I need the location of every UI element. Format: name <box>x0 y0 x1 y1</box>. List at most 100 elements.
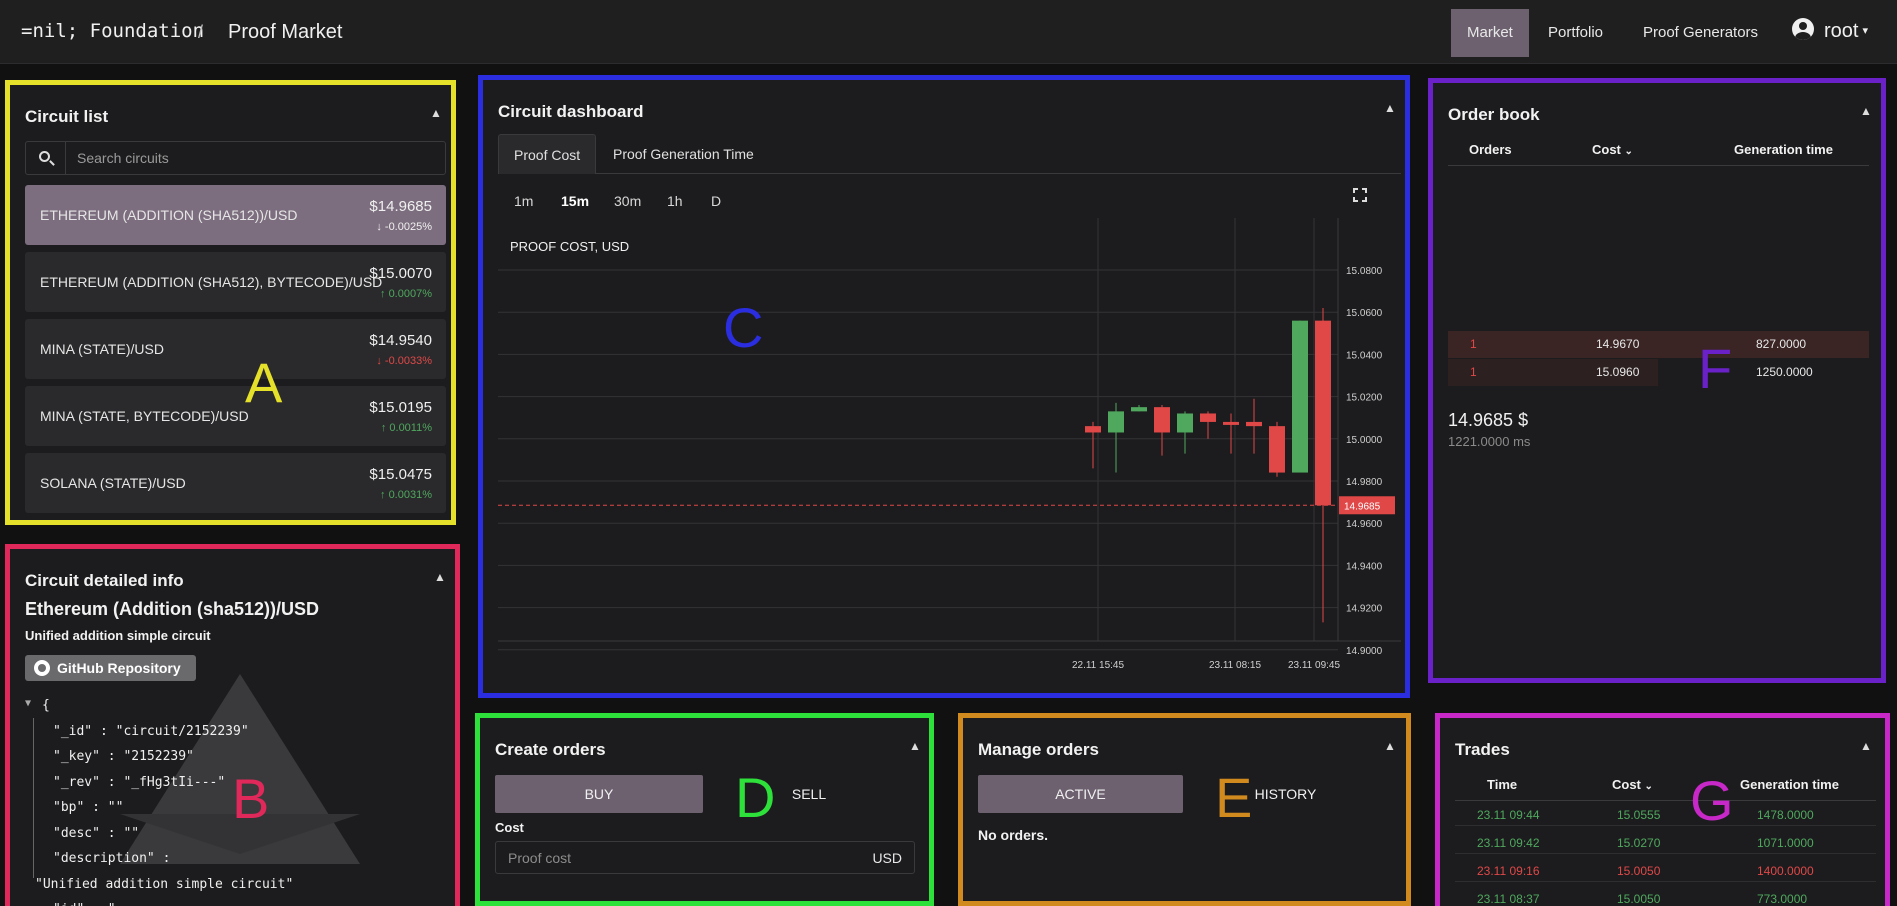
circuit-list-item[interactable]: SOLANA (STATE)/USD $15.0475 ↑ 0.0031% <box>25 453 446 513</box>
cost-field: USD <box>495 841 915 874</box>
json-line: "_id" : "circuit/2152239" <box>53 723 249 739</box>
circuit-list-item[interactable]: MINA (STATE)/USD $14.9540 ↓ -0.0033% <box>25 319 446 379</box>
column-cost[interactable]: Cost ⌄ <box>1592 142 1633 157</box>
ethereum-logo-watermark-bottom <box>120 814 360 854</box>
circuit-price: $14.9540 <box>369 332 432 349</box>
order-book-panel: Order book ▲ Orders Cost ⌄ Generation ti… <box>1428 78 1886 683</box>
account-circle-icon <box>1792 18 1814 40</box>
chevron-up-icon[interactable]: ▲ <box>909 739 921 753</box>
circuit-name: ETHEREUM (ADDITION (SHA512))/USD <box>40 207 298 223</box>
order-cost: 14.9670 <box>1596 337 1640 351</box>
proof-cost-chart[interactable]: 15.0800 15.0600 15.0400 15.0200 15.0000 14.98… <box>498 218 1401 673</box>
chevron-up-icon[interactable]: ▲ <box>1860 739 1872 753</box>
y-tick-label: 15.0600 <box>1346 308 1383 319</box>
history-orders-button[interactable]: HISTORY <box>1254 786 1317 802</box>
fullscreen-icon[interactable] <box>1353 188 1367 202</box>
page-title: Proof Market <box>228 21 343 43</box>
trades-panel: Trades ▲ Time Cost ⌄ Generation time 23.… <box>1435 713 1890 906</box>
github-repository-button[interactable]: GitHub Repository <box>25 655 196 681</box>
order-book-row[interactable]: 1 15.0960 1250.0000 <box>1448 359 1813 386</box>
proof-cost-input[interactable] <box>496 842 866 873</box>
create-orders-panel: Create orders ▲ BUY SELL Cost USD D <box>475 713 934 906</box>
candle-body <box>1085 426 1101 433</box>
column-cost[interactable]: Cost ⌄ <box>1612 777 1653 792</box>
buy-button[interactable]: BUY <box>495 775 703 813</box>
circuit-list-panel: Circuit list ▲ ETHEREUM (ADDITION (SHA51… <box>5 80 456 525</box>
annotation-label: B <box>232 767 270 830</box>
sort-chevron-icon: ⌄ <box>1644 781 1653 792</box>
interval-15m[interactable]: 15m <box>561 193 590 209</box>
github-icon <box>34 660 50 676</box>
empty-orders-message: No orders. <box>978 827 1049 843</box>
y-tick-label: 14.9000 <box>1346 646 1383 657</box>
circuit-change: ↑ 0.0031% <box>380 489 432 501</box>
chart-title: PROOF COST, USD <box>510 239 629 254</box>
annotation-label: C <box>723 296 764 359</box>
candle-body <box>1200 413 1216 422</box>
trade-cost: 15.0050 <box>1617 892 1661 906</box>
chevron-up-icon[interactable]: ▲ <box>1384 101 1396 115</box>
json-line: "_rev" : "_fHg3tIi---" <box>53 774 226 790</box>
chevron-up-icon[interactable]: ▲ <box>434 570 446 584</box>
nav-proof-generators[interactable]: Proof Generators <box>1643 24 1759 41</box>
circuit-list-item[interactable]: ETHEREUM (ADDITION (SHA512))/USD $14.9685… <box>25 185 446 245</box>
chevron-up-icon[interactable]: ▲ <box>430 106 442 120</box>
search-button[interactable] <box>26 142 66 174</box>
annotation-label: D <box>735 766 776 829</box>
order-count: 1 <box>1470 337 1477 351</box>
circuit-price: $15.0475 <box>369 466 432 483</box>
column-generation-time: Generation time <box>1734 142 1833 157</box>
circuit-list-item[interactable]: MINA (STATE, BYTECODE)/USD $15.0195 ↑ 0.00… <box>25 386 446 446</box>
sell-button[interactable]: SELL <box>791 786 827 802</box>
search-input[interactable] <box>67 142 443 174</box>
panel-title: Circuit list <box>25 107 109 126</box>
panel-title: Manage orders <box>978 740 1099 759</box>
trade-cost: 15.0555 <box>1617 808 1661 822</box>
github-button-label: GitHub Repository <box>57 660 181 676</box>
brand-logo[interactable]: =nil; Foundation <box>21 20 205 42</box>
candle-body <box>1108 411 1124 433</box>
dashboard-tabs: Proof Cost Proof Generation Time <box>498 134 1401 174</box>
json-line: { <box>42 698 50 713</box>
trade-cost: 15.0050 <box>1617 864 1661 878</box>
user-menu[interactable]: root ▾ <box>1792 18 1868 43</box>
arrow-down-icon: ↓ <box>376 355 385 367</box>
panel-title: Circuit detailed info <box>25 571 184 590</box>
annotation-label: E <box>1215 766 1253 829</box>
x-tick-label: 22.11 15:45 <box>1072 660 1125 671</box>
circuit-change: ↓ -0.0025% <box>376 221 432 233</box>
interval-1h[interactable]: 1h <box>667 193 683 209</box>
panel-title: Create orders <box>495 740 606 759</box>
circuit-list-item[interactable]: ETHEREUM (ADDITION (SHA512), BYTECODE)/U… <box>25 252 446 312</box>
trade-row: 23.11 09:44 15.0555 1478.0000 <box>1455 803 1876 826</box>
cost-label: Cost <box>495 820 524 835</box>
candle-body <box>1131 407 1147 412</box>
annotation-label: A <box>245 351 283 414</box>
active-orders-button[interactable]: ACTIVE <box>978 775 1183 813</box>
nav-portfolio[interactable]: Portfolio <box>1548 24 1604 41</box>
tab-proof-generation-time[interactable]: Proof Generation Time <box>613 146 754 162</box>
column-time: Time <box>1487 777 1518 792</box>
tab-proof-cost[interactable]: Proof Cost <box>498 134 597 174</box>
chevron-up-icon[interactable]: ▲ <box>1384 739 1396 753</box>
json-collapse-toggle[interactable]: ▼ <box>25 698 32 709</box>
circuit-change: ↓ -0.0033% <box>376 355 432 367</box>
trade-time: 23.11 08:37 <box>1477 892 1540 906</box>
interval-1m[interactable]: 1m <box>514 193 534 209</box>
trade-generation-time: 773.0000 <box>1757 892 1808 906</box>
caret-down-icon: ▾ <box>1862 25 1868 37</box>
circuit-name: SOLANA (STATE)/USD <box>40 475 186 491</box>
json-line: "_key" : "2152239" <box>53 749 194 764</box>
circuit-change: ↑ 0.0011% <box>380 422 432 434</box>
arrow-up-icon: ↑ <box>380 288 389 300</box>
chevron-up-icon[interactable]: ▲ <box>1860 104 1872 118</box>
order-book-row[interactable]: 1 14.9670 827.0000 <box>1448 331 1869 358</box>
y-tick-label: 14.9600 <box>1346 519 1383 530</box>
nav-market[interactable]: Market <box>1451 9 1529 57</box>
interval-30m[interactable]: 30m <box>614 193 642 209</box>
last-price: 14.9685 $ <box>1448 410 1529 430</box>
currency-unit: USD <box>872 850 902 866</box>
y-tick-label: 14.9200 <box>1346 604 1383 615</box>
interval-day[interactable]: D <box>711 193 722 209</box>
order-generation-time: 827.0000 <box>1756 337 1807 351</box>
